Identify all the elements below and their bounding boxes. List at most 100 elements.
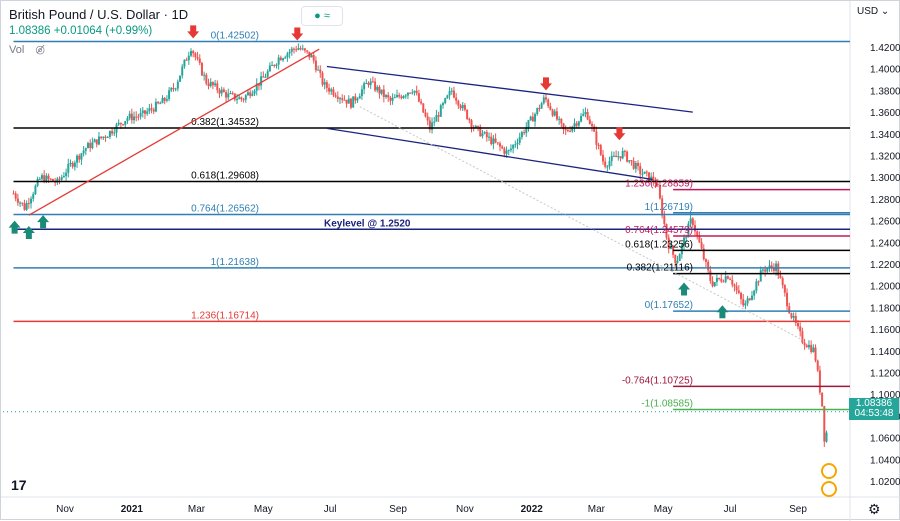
candle-body [393,97,396,99]
candle-body [687,223,690,238]
gear-icon[interactable]: ⚙ [868,501,881,517]
y-tick-label: 1.06000 [870,434,900,445]
candle-body [588,119,591,124]
candle-body [371,81,374,83]
candle-body [450,90,453,92]
candle-body [755,281,758,291]
uk-flag-icon[interactable] [821,481,837,497]
candle-body [619,156,622,159]
candle-body [483,132,486,134]
candle-body [713,282,716,287]
candle-body [260,76,263,86]
candle-body [209,82,212,87]
candle-body [299,48,302,50]
candle-body [599,145,602,155]
candle-body [420,101,423,104]
candle-body [812,347,815,352]
candle-body [47,175,50,179]
candle-body [60,177,63,180]
candle-body [733,284,736,287]
candle-body [343,99,346,101]
candle-body [750,295,753,300]
candle-body [76,155,79,163]
trendline [359,106,803,341]
candle-body [593,126,596,132]
candle-body [446,95,449,99]
candle-body [549,106,552,110]
candle-body [466,109,469,119]
candle-body [459,105,462,109]
y-tick-label: 1.14000 [870,347,900,358]
candle-body [382,89,385,97]
candle-body [181,66,184,76]
candle-body [21,202,24,204]
candle-body [130,113,133,121]
candle-body [591,123,594,127]
candle-body [683,237,686,245]
candle-body [240,97,243,100]
candle-body [301,48,304,50]
candle-body [669,246,672,249]
y-tick-label: 1.20000 [870,282,900,293]
indicator-toggle[interactable]: ● ≈ [301,6,343,26]
candle-body [529,116,532,121]
candle-body [95,139,98,145]
candle-body [463,105,466,110]
candle-body [227,93,230,98]
candle-body [779,275,782,279]
candle-body [630,160,633,162]
candle-body [128,113,131,119]
candle-body [783,285,786,293]
candle-body [69,162,72,164]
currency-selector[interactable]: USD ⌄ [857,6,889,17]
candle-body [770,265,773,268]
candle-body [424,112,427,117]
candle-body [36,179,39,186]
candle-body [339,98,342,100]
candle-body [694,225,697,232]
level-label: 0.382(1.21116) [627,263,693,274]
candle-body [229,93,232,95]
candle-body [146,111,149,114]
candle-body [442,103,445,106]
candle-body [577,121,580,126]
level-label: 1.236(1.28859) [625,179,693,190]
symbol-title[interactable]: British Pound / U.S. Dollar · 1D [9,7,189,22]
candle-body [505,150,508,154]
candle-body [661,198,664,216]
candle-body [685,237,688,239]
x-tick-label: Mar [588,504,606,515]
candle-body [698,235,701,243]
candle-body [426,116,429,121]
candle-body [645,171,648,173]
candle-body [766,268,769,272]
candle-body [542,97,545,104]
candle-body [531,116,534,122]
candle-body [385,95,388,97]
candle-body [562,123,565,130]
candle-body [89,143,92,149]
candle-body [757,281,760,283]
candle-body [676,260,679,263]
candle-body [111,130,114,134]
tradingview-logo[interactable]: 17 [11,477,27,493]
candle-body [674,254,677,263]
candle-body [527,120,530,128]
candle-body [286,53,289,58]
candle-body [788,306,791,314]
y-tick-label: 1.42000 [870,43,900,54]
chevron-down-icon: ⌄ [880,6,890,17]
volume-legend[interactable]: Vol ◎̸ [9,43,45,56]
candle-body [91,142,94,149]
eye-hidden-icon[interactable]: ◎̸ [35,44,45,56]
y-tick-label: 1.02000 [870,477,900,488]
candle-body [172,88,175,90]
candle-body [220,89,223,94]
candle-body [387,95,390,98]
candle-body [409,92,412,94]
candle-body [700,242,703,249]
candle-body [501,146,504,149]
candle-body [584,112,587,114]
us-flag-icon[interactable] [821,463,837,479]
